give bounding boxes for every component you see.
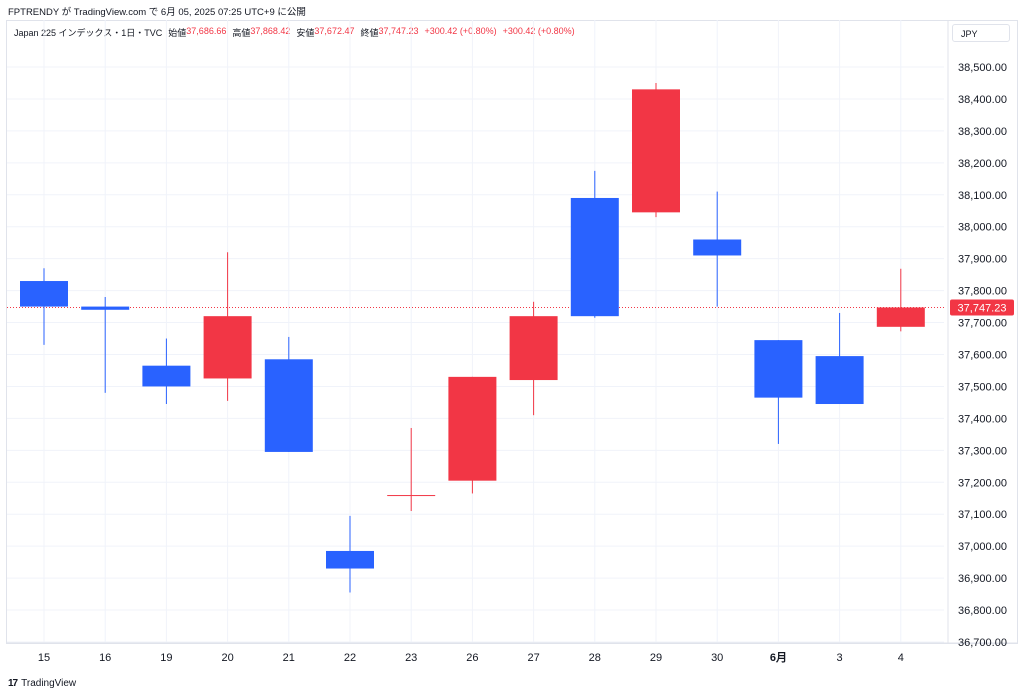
x-tick-label: 16	[99, 652, 111, 664]
x-tick-label: 15	[38, 652, 50, 664]
candle-body	[142, 365, 191, 387]
candle-body	[570, 197, 619, 317]
candle-body	[20, 281, 68, 307]
tradingview-mark-icon: 17	[8, 678, 18, 689]
x-tick-label: 22	[344, 652, 356, 664]
candle-body	[387, 495, 436, 497]
x-tick-label: 23	[405, 652, 417, 664]
candle-body	[509, 316, 558, 381]
y-tick-label: 37,900.00	[958, 254, 1007, 266]
x-tick-label: 26	[466, 652, 478, 664]
legend-open-label: 始値	[168, 28, 187, 38]
x-tick-label: 19	[160, 652, 172, 664]
legend-close-value: 37,747.23	[378, 26, 419, 36]
legend-high-value: 37,868.42	[250, 26, 291, 36]
y-tick-label: 36,800.00	[958, 605, 1007, 617]
candle-body	[326, 550, 374, 569]
x-tick-label: 6月	[770, 651, 787, 664]
legend-change-1: +300.42 (+0.80%)	[424, 26, 497, 36]
publish-caption: FPTRENDY が TradingView.com で 6月 05, 2025…	[8, 7, 306, 18]
x-tick-label: 4	[898, 652, 904, 664]
candle-body	[815, 356, 864, 405]
legend-change-2: +300.42 (+0.80%)	[502, 26, 575, 36]
candle-body	[203, 316, 252, 379]
candle-body	[632, 89, 680, 213]
legend-open-value: 37,686.66	[186, 26, 227, 36]
y-tick-label: 38,000.00	[958, 222, 1007, 234]
x-tick-label: 21	[283, 652, 295, 664]
legend-symbol[interactable]: Japan 225 インデックス・1日・TVC	[14, 28, 163, 38]
y-tick-label: 37,300.00	[958, 445, 1007, 457]
y-tick-label: 37,800.00	[958, 286, 1007, 298]
y-tick-label: 37,100.00	[958, 509, 1007, 521]
x-tick-label: 29	[650, 652, 662, 664]
y-tick-label: 37,200.00	[958, 477, 1007, 489]
y-tick-label: 38,300.00	[958, 126, 1007, 138]
legend-close-label: 終値	[360, 28, 379, 38]
y-tick-label: 36,900.00	[958, 573, 1007, 585]
y-tick-label: 37,700.00	[958, 318, 1007, 330]
candle-body	[264, 359, 313, 452]
legend-low-value: 37,672.47	[314, 26, 355, 36]
x-tick-label: 3	[837, 652, 843, 664]
tradingview-logo[interactable]: 17 TradingView	[8, 678, 76, 689]
x-tick-label: 28	[589, 652, 601, 664]
y-tick-label: 38,100.00	[958, 190, 1007, 202]
y-tick-label: 37,500.00	[958, 381, 1007, 393]
legend-low-label: 安値	[296, 28, 315, 38]
ohlc-legend: Japan 225 インデックス・1日・TVC 始値 37,686.66 高値 …	[14, 26, 581, 39]
y-tick-label: 38,200.00	[958, 158, 1007, 170]
x-tick-label: 30	[711, 652, 723, 664]
candle-body	[693, 239, 742, 256]
y-tick-label: 37,600.00	[958, 350, 1007, 362]
y-tick-label: 38,400.00	[958, 94, 1007, 106]
y-tick-label: 36,700.00	[958, 637, 1007, 649]
candle-body	[754, 340, 803, 398]
tradingview-brand: TradingView	[21, 678, 77, 689]
last-price-label: 37,747.23	[958, 302, 1007, 314]
candle-body	[876, 307, 925, 327]
y-tick-label: 37,400.00	[958, 413, 1007, 425]
x-tick-label: 20	[221, 652, 233, 664]
currency-button[interactable]: JPY	[952, 24, 1010, 42]
candle-body	[448, 376, 497, 481]
y-tick-label: 37,000.00	[958, 541, 1007, 553]
last-price-badge	[950, 299, 1014, 316]
x-tick-label: 27	[527, 652, 539, 664]
candle-body	[81, 306, 130, 310]
y-tick-label: 38,500.00	[958, 62, 1007, 74]
legend-high-label: 高値	[232, 28, 251, 38]
